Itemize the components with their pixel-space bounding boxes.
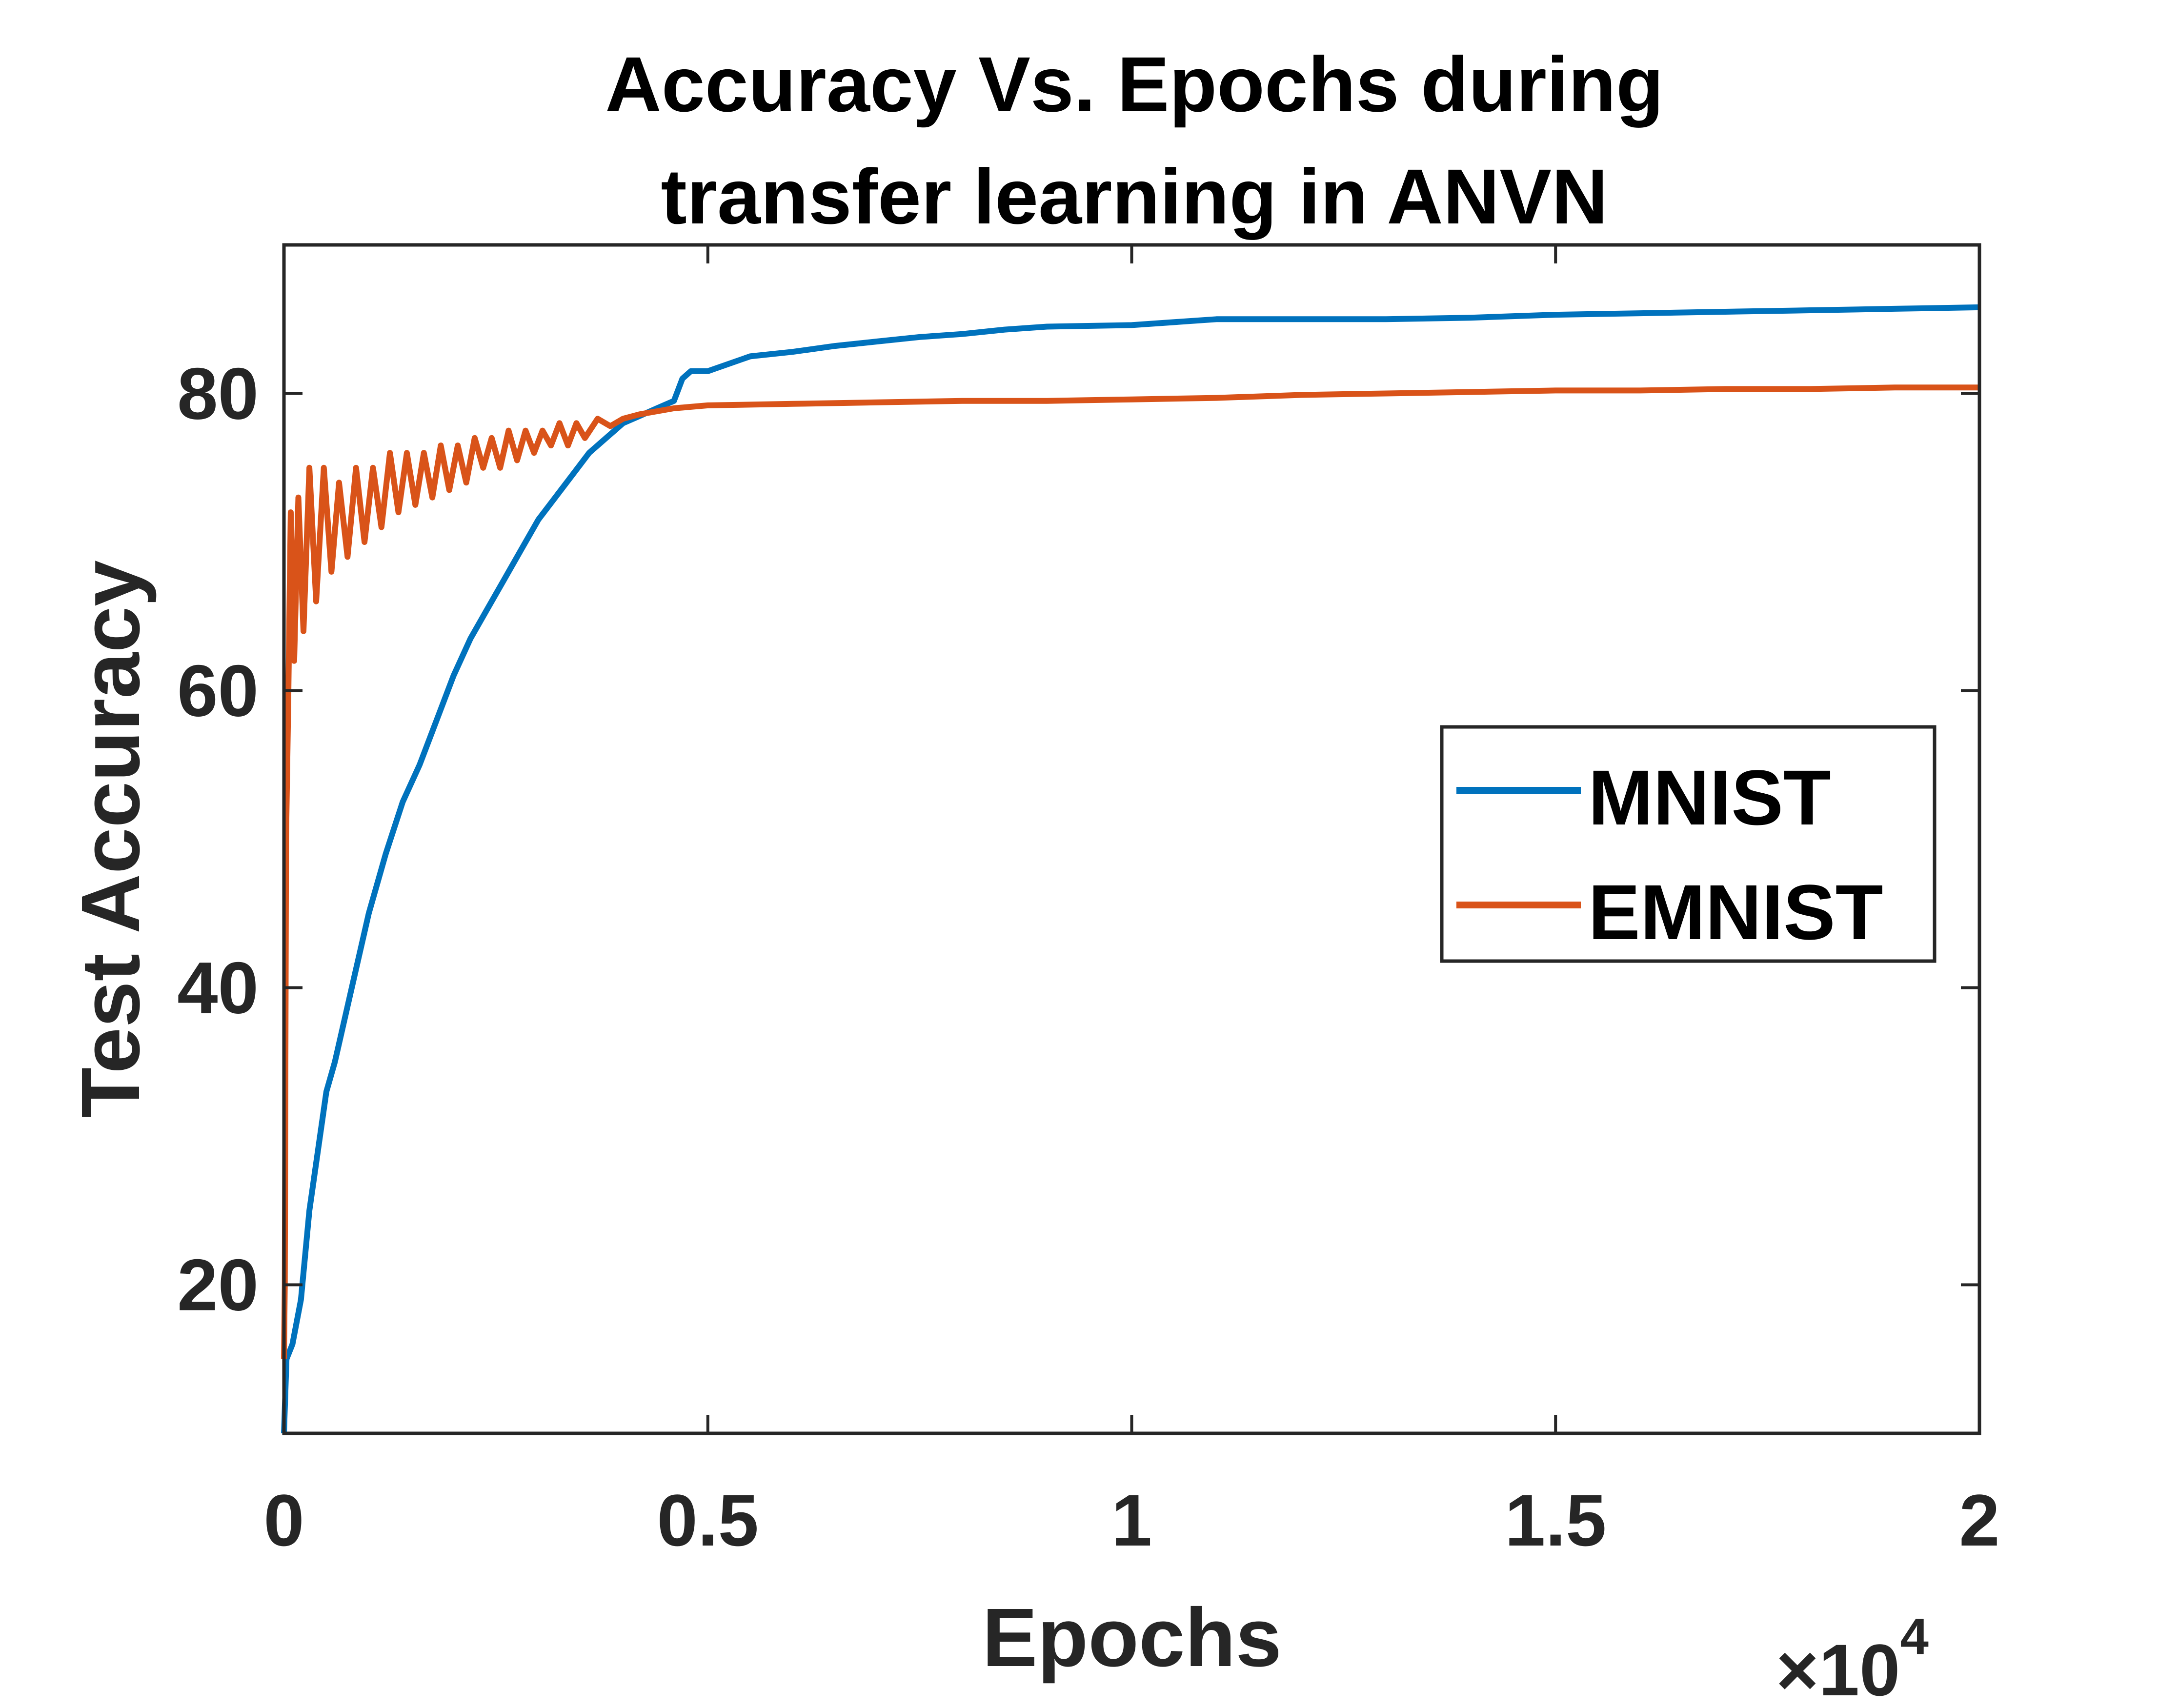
- x-tick-label-2: 1: [1111, 1479, 1152, 1561]
- chart-title-line-2: transfer learning in ANVN: [661, 153, 1608, 240]
- x-tick-label-3: 1.5: [1505, 1479, 1607, 1561]
- legend-label-emnist: EMNIST: [1588, 868, 1883, 956]
- y-tick-label-1: 40: [177, 947, 259, 1029]
- series-line-emnist: [281, 384, 1979, 1359]
- x-tick-label-0: 0: [263, 1479, 304, 1561]
- series-layer: [281, 304, 1980, 1434]
- legend: MNIST EMNIST: [1440, 725, 1937, 963]
- legend-box: [1440, 725, 1937, 963]
- tick-labels-layer: 0 0.5 1 1.5 2 20 40 60 80: [177, 353, 2000, 1562]
- y-tick-label-2: 60: [177, 650, 259, 732]
- chart-title-line-1: Accuracy Vs. Epochs during: [605, 40, 1664, 128]
- legend-label-mnist: MNIST: [1588, 754, 1831, 841]
- x-axis-exponent-base: ×10: [1776, 1629, 1900, 1708]
- x-axis-exponent-power: 4: [1900, 1608, 1928, 1665]
- x-tick-label-4: 2: [1959, 1479, 1999, 1561]
- x-axis-exponent: ×104: [1776, 1608, 1929, 1708]
- y-tick-label-3: 80: [177, 353, 259, 435]
- x-tick-label-1: 0.5: [657, 1479, 759, 1561]
- y-axis-label: Test Accuracy: [64, 560, 157, 1118]
- ticks-layer: [282, 245, 1981, 1433]
- y-tick-label-0: 20: [177, 1244, 259, 1326]
- x-axis-label: Epochs: [982, 1591, 1282, 1684]
